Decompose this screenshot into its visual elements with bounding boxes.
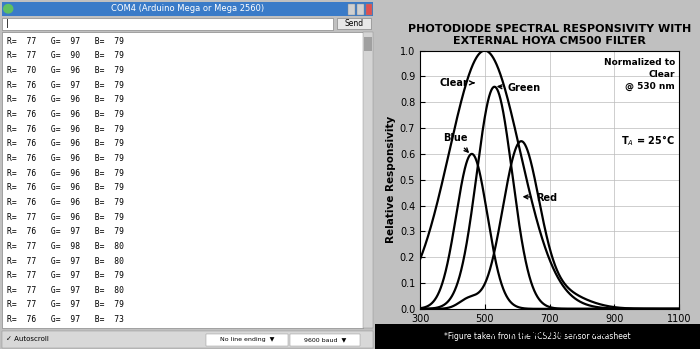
FancyBboxPatch shape	[206, 334, 288, 346]
Text: Clear: Clear	[440, 78, 474, 88]
FancyBboxPatch shape	[2, 18, 333, 30]
Text: R=  76   G=  96   B=  79: R= 76 G= 96 B= 79	[8, 110, 125, 119]
Text: |: |	[6, 19, 8, 28]
Circle shape	[4, 5, 13, 13]
Text: Green: Green	[498, 83, 540, 93]
FancyBboxPatch shape	[357, 4, 363, 15]
Text: 9600 baud  ▼: 9600 baud ▼	[304, 337, 346, 342]
Text: Send: Send	[344, 19, 363, 28]
FancyBboxPatch shape	[363, 32, 372, 328]
Text: COM4 (Arduino Mega or Mega 2560): COM4 (Arduino Mega or Mega 2560)	[111, 4, 264, 13]
Text: Blue: Blue	[442, 133, 468, 152]
Text: R=  76   G=  96   B=  79: R= 76 G= 96 B= 79	[8, 169, 125, 178]
Y-axis label: Relative Responsivity: Relative Responsivity	[386, 116, 396, 243]
Text: R=  76   G=  97   B=  73: R= 76 G= 97 B= 73	[8, 315, 125, 324]
Text: Normalized to
Clear
@ 530 nm: Normalized to Clear @ 530 nm	[604, 58, 675, 91]
Text: R=  76   G=  96   B=  79: R= 76 G= 96 B= 79	[8, 183, 125, 192]
FancyBboxPatch shape	[349, 4, 355, 15]
FancyBboxPatch shape	[374, 324, 700, 349]
Text: R=  76   G=  97   B=  79: R= 76 G= 97 B= 79	[8, 81, 125, 90]
Text: *Figure taken from the TCS230 sensor datasheet: *Figure taken from the TCS230 sensor dat…	[444, 332, 631, 341]
Text: No line ending  ▼: No line ending ▼	[220, 337, 274, 342]
Text: R=  77   G=  96   B=  79: R= 77 G= 96 B= 79	[8, 213, 125, 222]
Text: R=  76   G=  96   B=  79: R= 76 G= 96 B= 79	[8, 139, 125, 148]
Text: R=  76   G=  97   B=  79: R= 76 G= 97 B= 79	[8, 227, 125, 236]
Title: PHOTODIODE SPECTRAL RESPONSIVITY WITH
EXTERNAL HOYA CM500 FILTER: PHOTODIODE SPECTRAL RESPONSIVITY WITH EX…	[408, 24, 691, 46]
Text: R=  70   G=  96   B=  79: R= 70 G= 96 B= 79	[8, 66, 125, 75]
Text: R=  77   G=  97   B=  79: R= 77 G= 97 B= 79	[8, 37, 125, 46]
Text: R=  77   G=  97   B=  80: R= 77 G= 97 B= 80	[8, 286, 125, 295]
Text: R=  77   G=  97   B=  79: R= 77 G= 97 B= 79	[8, 300, 125, 310]
FancyBboxPatch shape	[337, 18, 371, 29]
Text: ✓ Autoscroll: ✓ Autoscroll	[6, 336, 48, 342]
Text: R=  77   G=  97   B=  80: R= 77 G= 97 B= 80	[8, 257, 125, 266]
FancyBboxPatch shape	[2, 331, 372, 348]
Text: R=  77   G=  90   B=  79: R= 77 G= 90 B= 79	[8, 51, 125, 60]
Text: R=  76   G=  96   B=  79: R= 76 G= 96 B= 79	[8, 125, 125, 134]
Text: R=  76   G=  96   B=  79: R= 76 G= 96 B= 79	[8, 154, 125, 163]
Text: Red: Red	[524, 193, 558, 203]
Text: R=  77   G=  98   B=  80: R= 77 G= 98 B= 80	[8, 242, 125, 251]
Text: R=  76   G=  96   B=  79: R= 76 G= 96 B= 79	[8, 95, 125, 104]
Text: R=  77   G=  97   B=  79: R= 77 G= 97 B= 79	[8, 271, 125, 280]
FancyBboxPatch shape	[2, 32, 363, 328]
FancyBboxPatch shape	[290, 334, 360, 346]
X-axis label: λ - Wavelength - nm: λ - Wavelength - nm	[491, 328, 608, 338]
Text: T$_A$ = 25°C: T$_A$ = 25°C	[622, 133, 675, 148]
FancyBboxPatch shape	[364, 37, 372, 51]
Text: R=  76   G=  96   B=  79: R= 76 G= 96 B= 79	[8, 198, 125, 207]
FancyBboxPatch shape	[2, 2, 372, 16]
FancyBboxPatch shape	[365, 4, 372, 15]
